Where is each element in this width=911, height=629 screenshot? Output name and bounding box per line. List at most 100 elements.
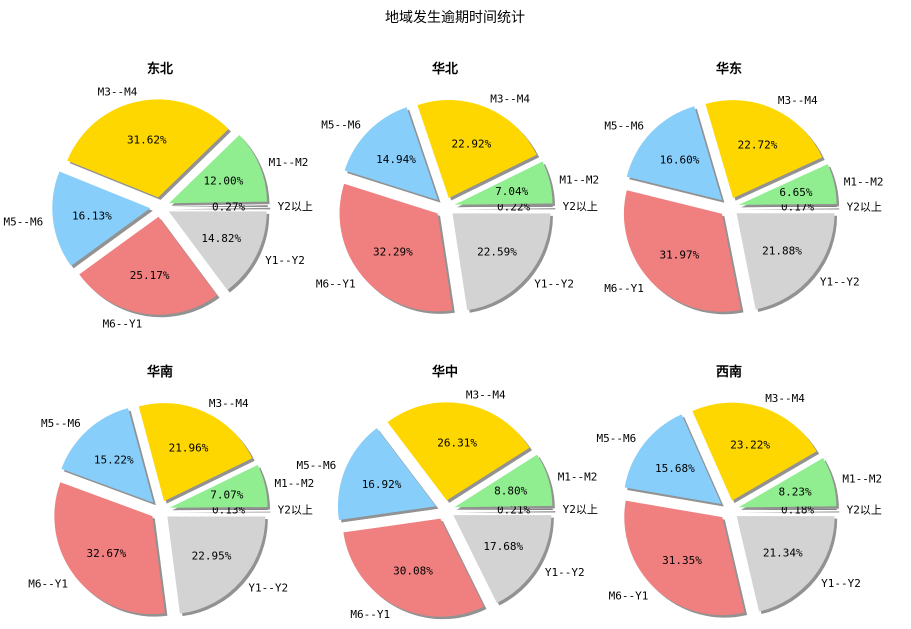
pie-percent-label: 14.82%	[201, 232, 241, 245]
pie-category-label: Y1--Y2	[821, 577, 861, 590]
pie-wedge-m1-m2	[738, 164, 837, 205]
pie-category-label: M1--M2	[269, 156, 309, 169]
pie-wedge-shadow	[741, 511, 840, 513]
pie-percent-label: 21.96%	[169, 442, 209, 455]
pie-wedge-y1-y2	[736, 213, 835, 310]
pie-category-label: M1--M2	[558, 470, 598, 483]
pie-wedge-y1-y2	[453, 515, 552, 603]
pie-chart-5: 华中 Y2以上 0.21% M1--M2 8.80% M3--M4 26.31% M5--M6…	[297, 364, 598, 621]
pie-percent-label: 32.29%	[373, 246, 413, 259]
pie-percent-label: 22.95%	[192, 549, 232, 562]
pie-percent-label: 0.27%	[212, 200, 245, 213]
pie-chart-2: 华北Y2以上0.22%M1--M27.04%M3--M422.92%M5--M6…	[316, 61, 599, 314]
pie-percent-label: 6.65%	[779, 186, 812, 199]
pie-percent-label: 26.31%	[437, 436, 477, 449]
pie-title: 西南	[716, 364, 742, 380]
pie-category-label: M1--M2	[842, 473, 882, 486]
pie-percent-label: 32.67%	[86, 547, 126, 560]
pie-percent-label: 15.22%	[94, 453, 134, 466]
pie-wedge-m6-y1	[624, 500, 745, 616]
pie-percent-label: 25.17%	[130, 269, 170, 282]
pie-wedge-y1-y2	[736, 516, 835, 612]
pie-percent-label: 16.92%	[362, 478, 402, 491]
pie-wedge-m5-m6	[337, 428, 436, 521]
pie-wedge-y2-plus	[738, 205, 837, 207]
pie-category-label: M6--Y1	[316, 277, 356, 290]
pie-wedge-m3-m4	[67, 99, 229, 198]
pie-chart-3: 华东Y2以上0.17%M1--M26.65%M3--M422.72%M5--M6…	[604, 61, 884, 315]
pie-category-label: M1--M2	[844, 175, 884, 188]
pie-percent-label: 14.94%	[376, 153, 416, 166]
pie-wedge-m1-m2	[454, 454, 553, 508]
pie-percent-label: 17.68%	[483, 540, 523, 553]
pie-category-label: M5--M6	[321, 119, 361, 132]
pie-category-label: Y2以上	[847, 503, 882, 516]
pie-category-label: Y1--Y2	[545, 566, 585, 579]
pie-percent-label: 30.08%	[393, 565, 433, 578]
pie-percent-label: 21.34%	[763, 547, 803, 560]
pie-category-label: M3--M4	[209, 397, 249, 410]
pie-percent-label: 0.18%	[781, 504, 814, 517]
pie-wedge-m3-m4	[692, 402, 817, 501]
pie-category-label: M5--M6	[596, 432, 636, 445]
pie-wedge-m5-m6	[626, 106, 722, 201]
pie-percent-label: 8.23%	[779, 486, 812, 499]
pie-percent-label: 0.21%	[497, 504, 530, 517]
pie-wedge-m1-m2	[738, 457, 837, 508]
pie-category-label: M6--Y1	[28, 577, 68, 590]
pie-wedge-shadow	[172, 207, 271, 210]
pie-percent-label: 8.80%	[494, 484, 527, 497]
pie-percent-label: 12.00%	[203, 175, 243, 188]
pie-percent-label: 22.92%	[451, 138, 491, 151]
pie-wedge-m1-m2	[169, 464, 268, 508]
pie-wedge-shadow	[457, 511, 556, 513]
pie-category-label: Y2以上	[278, 200, 313, 213]
pie-category-label: M5--M6	[4, 215, 44, 228]
pie-chart-6: 西南 Y2以上 0.18% M1--M2 8.23% M3--M4 23.22% M5--M6…	[596, 364, 882, 618]
pie-wedge-m1-m2	[454, 161, 553, 205]
pie-wedge-y2-plus	[169, 205, 268, 207]
pie-wedge-y1-y2	[168, 211, 267, 291]
pie-category-label: M6--Y1	[350, 608, 390, 621]
pie-category-label: Y2以上	[563, 503, 598, 516]
pie-category-label: M6--Y1	[609, 590, 649, 603]
pie-category-label: M6--Y1	[604, 282, 644, 295]
pie-title: 华北	[432, 61, 458, 77]
pie-category-label: M5--M6	[604, 120, 644, 133]
pie-percent-label: 23.22%	[730, 439, 770, 452]
pie-charts: 东北 Y2以上 0.27% M1--M2 12.00% M3--M4 31.62% M5--M…	[4, 61, 884, 621]
pie-chart-4: 华南Y2以上0.13%M1--M27.07%M3--M421.96%M5--M6…	[28, 364, 314, 617]
pie-category-label: M6--Y1	[103, 317, 143, 330]
pie-wedge-m6-y1	[54, 482, 165, 615]
pie-wedge-m3-m4	[138, 403, 253, 502]
pie-title: 华中	[432, 364, 458, 380]
pie-category-label: M1--M2	[559, 174, 599, 187]
pie-wedge-m1-m2	[169, 134, 268, 204]
pie-wedge-m6-y1	[339, 183, 453, 312]
pie-category-label: M5--M6	[41, 417, 81, 430]
pie-wedge-m5-m6	[52, 171, 151, 266]
pie-wedge-m3-m4	[417, 99, 537, 198]
pie-wedge-m6-y1	[623, 190, 741, 312]
pie-category-label: M3--M4	[765, 392, 805, 405]
pie-wedge-y2-plus	[169, 509, 268, 510]
pie-wedge-y2-plus	[454, 205, 553, 207]
pie-percent-label: 31.35%	[662, 554, 702, 567]
pie-category-label: Y1--Y2	[248, 582, 288, 595]
pie-percent-label: 15.68%	[655, 462, 695, 475]
pie-category-label: Y2以上	[847, 200, 882, 213]
pie-wedge-shadow	[172, 511, 271, 513]
pie-category-label: Y1--Y2	[265, 254, 305, 267]
pie-percent-label: 22.59%	[477, 246, 517, 259]
pie-wedge-m3-m4	[387, 402, 530, 501]
pie-percent-label: 16.13%	[72, 209, 112, 222]
pie-wedge-y2-plus	[738, 508, 837, 510]
pie-wedge-y1-y2	[167, 516, 266, 614]
pie-percent-label: 31.62%	[127, 134, 167, 147]
pie-percent-label: 7.07%	[210, 488, 243, 501]
pie-category-label: M3--M4	[778, 94, 818, 107]
pie-percent-label: 7.04%	[495, 185, 528, 198]
pie-wedge-m6-y1	[343, 518, 484, 617]
pie-wedge-y2-plus	[454, 508, 553, 510]
